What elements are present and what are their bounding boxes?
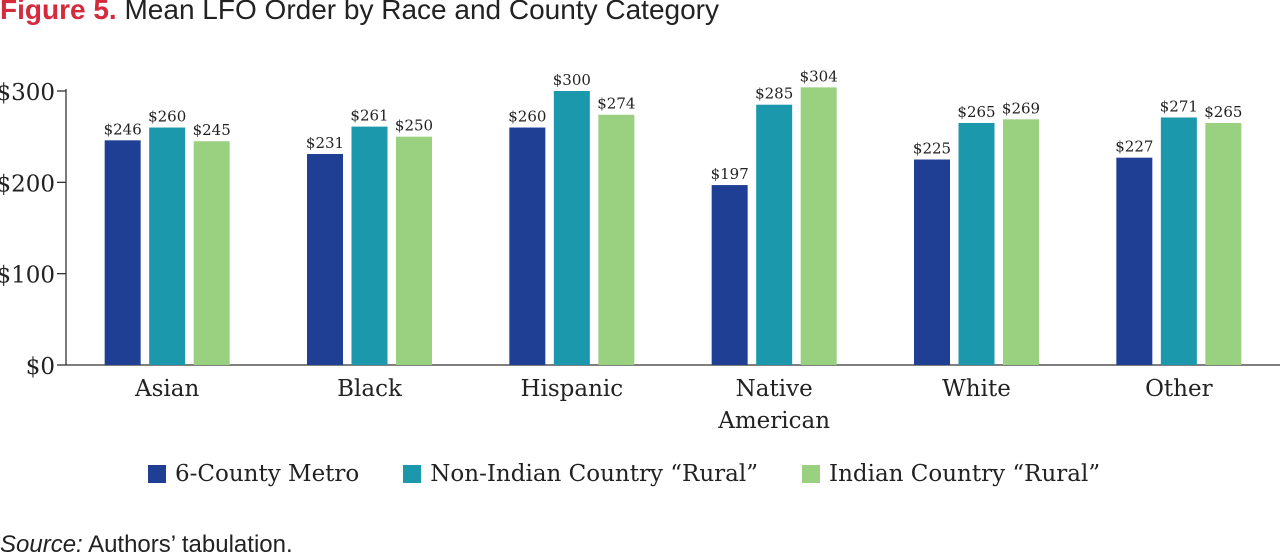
x-tick-label: Hispanic (520, 376, 623, 402)
x-tick-label: Other (1145, 376, 1213, 402)
x-tick-label: Native (736, 376, 813, 402)
data-label: $260 (508, 108, 546, 126)
bar-non-indian-country-rural (958, 122, 995, 365)
bar-6-county-metro (104, 140, 141, 365)
figure-title: Figure 5. Mean LFO Order by Race and Cou… (0, 0, 719, 26)
data-label: $245 (193, 121, 231, 139)
legend-item-non-indian-country-rural: Non-Indian Country “Rural” (403, 461, 758, 487)
data-label: $265 (1204, 103, 1242, 121)
bar-indian-country-rural (396, 136, 432, 365)
chart-legend: 6-County Metro Non-Indian Country “Rural… (148, 461, 1144, 487)
legend-item-6-county-metro: 6-County Metro (148, 461, 359, 487)
bar-non-indian-country-rural (351, 126, 388, 366)
data-label: $300 (553, 71, 591, 89)
legend-swatch-indian-country-rural (801, 465, 820, 483)
data-label: $274 (597, 95, 635, 113)
y-tick-label: $300 (0, 80, 55, 106)
data-label: $197 (711, 165, 749, 183)
data-label: $261 (350, 107, 388, 125)
legend-label-6-county-metro: 6-County Metro (175, 461, 360, 487)
bar-indian-country-rural (800, 87, 837, 365)
data-label: $227 (1115, 138, 1153, 156)
source-note: Source: Authors’ tabulation. (0, 531, 293, 559)
data-label: $225 (913, 140, 951, 158)
x-tick-label: Black (337, 376, 403, 402)
bar-6-county-metro (307, 154, 343, 365)
bar-indian-country-rural (598, 114, 635, 365)
data-label: $285 (755, 85, 793, 103)
source-text: Authors’ tabulation. (88, 531, 293, 558)
bar-6-county-metro (509, 127, 546, 366)
legend-label-non-indian-country-rural: Non-Indian Country “Rural” (430, 461, 758, 487)
y-tick-label: $0 (26, 354, 55, 380)
legend-swatch-6-county-metro (148, 465, 166, 483)
legend-item-indian-country-rural: Indian Country “Rural” (801, 461, 1101, 487)
legend-label-indian-country-rural: Indian Country “Rural” (828, 461, 1101, 487)
legend-swatch-non-indian-country-rural (403, 465, 422, 483)
data-label: $269 (1002, 99, 1040, 117)
data-label: $246 (104, 120, 142, 138)
bar-non-indian-country-rural (756, 104, 793, 365)
data-label: $265 (957, 103, 995, 121)
bar-6-county-metro (914, 159, 950, 365)
bar-6-county-metro (711, 185, 748, 365)
bar-non-indian-country-rural (553, 91, 590, 365)
data-label: $271 (1160, 97, 1198, 115)
source-prefix: Source: (0, 531, 83, 558)
bar-non-indian-country-rural (149, 127, 186, 366)
bar-indian-country-rural (1205, 122, 1242, 365)
figure-label: Figure 5. (0, 0, 117, 25)
figure-title-text: Mean LFO Order by Race and County Catego… (124, 0, 719, 25)
bar-non-indian-country-rural (1160, 117, 1197, 365)
data-label: $260 (148, 108, 186, 126)
bar-chart: $0 $100 $200 $300 $246 $260 $245 Asian $231 $261 $… (0, 67, 1280, 434)
bar-indian-country-rural (193, 141, 230, 365)
data-label: $231 (306, 134, 344, 152)
y-tick-label: $100 (0, 263, 55, 289)
x-tick-label: American (717, 408, 830, 434)
y-tick-label: $200 (0, 171, 55, 197)
x-tick-label: Asian (134, 376, 199, 402)
bar-indian-country-rural (1003, 119, 1039, 366)
data-label: $250 (395, 117, 433, 135)
x-tick-label: White (942, 376, 1011, 402)
data-label: $304 (800, 67, 838, 85)
bar-6-county-metro (1116, 157, 1153, 365)
